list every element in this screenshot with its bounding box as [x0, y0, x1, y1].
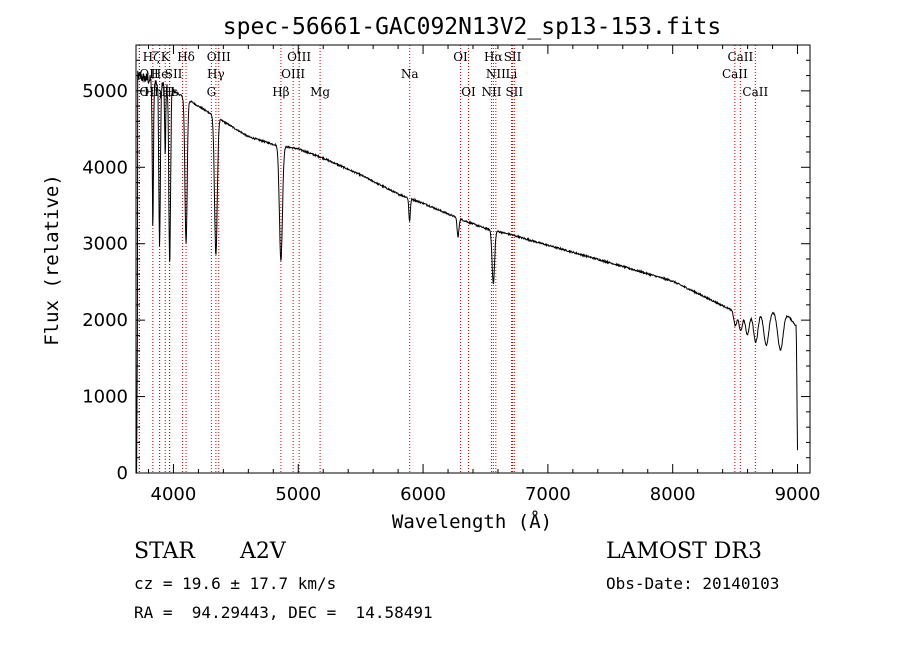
y-tick-label: 2000 [82, 310, 128, 331]
y-tick-label: 1000 [82, 387, 128, 408]
line-marker-label: NII [486, 67, 506, 81]
x-tick-label: 4000 [151, 484, 197, 505]
line-marker-label: G [207, 85, 217, 99]
line-marker-label: H [164, 85, 174, 99]
y-axis: 0 1000 2000 3000 4000 5000 [82, 59, 810, 484]
x-tick-label: 8000 [650, 484, 696, 505]
line-marker-label: OI [461, 85, 476, 99]
line-marker-label: Li [506, 67, 518, 81]
y-tick-label: 0 [117, 463, 128, 484]
line-marker-label: CaII [727, 50, 753, 64]
x-axis-label: Wavelength (Å) [392, 510, 552, 533]
x-axis: 4000 5000 6000 7000 8000 9000 [147, 45, 821, 505]
x-tick-label: 6000 [400, 484, 446, 505]
y-axis-label: Flux (relative) [41, 174, 63, 346]
line-marker-label: CaII [742, 85, 768, 99]
spectrum-layer [136, 70, 798, 474]
object-class: STAR [134, 539, 195, 564]
line-marker-label: OIII [287, 50, 311, 64]
line-marker-label: Hδ [177, 50, 195, 64]
spectrum-line [136, 70, 798, 474]
line-marker-label: Hζ [143, 50, 160, 64]
y-tick-label: 3000 [82, 234, 128, 255]
line-marker-label: SII [165, 67, 183, 81]
redshift-cz: cz = 19.6 ± 17.7 km/s [134, 574, 337, 593]
chart-title: spec-56661-GAC092N13V2_sp13-153.fits [223, 14, 722, 40]
line-marker-label: OIII [207, 50, 231, 64]
line-marker-label: Hα [484, 50, 503, 64]
line-marker-label: Hη [144, 85, 162, 99]
survey-name: LAMOST DR3 [606, 539, 762, 564]
line-marker-lines [138, 45, 756, 473]
line-marker-label: OI [453, 50, 468, 64]
y-tick-label: 4000 [82, 157, 128, 178]
line-marker-label: Hβ [272, 85, 289, 99]
line-marker-label: Na [401, 67, 419, 81]
spectrum-chart: spec-56661-GAC092N13V2_sp13-153.fits Hζ K… [41, 14, 821, 533]
y-tick-label: 5000 [82, 81, 128, 102]
observation-date: Obs-Date: 20140103 [606, 574, 780, 593]
line-marker-label: CaII [722, 67, 748, 81]
line-marker-label: Hε [161, 85, 178, 99]
line-marker-label: Hγ [207, 67, 225, 81]
line-marker-label: OIII [281, 67, 305, 81]
object-subclass: A2V [240, 539, 286, 564]
x-tick-label: 7000 [525, 484, 571, 505]
x-tick-label: 9000 [775, 484, 821, 505]
x-tick-label: 5000 [275, 484, 321, 505]
coordinates: RA = 94.29443, DEC = 14.58491 [134, 603, 433, 622]
line-marker-label: K [161, 50, 171, 64]
line-marker-label: NII [481, 85, 501, 99]
line-marker-label: He [151, 67, 169, 81]
plot-frame [135, 44, 811, 474]
line-marker-label: Mg [310, 85, 330, 99]
line-marker-label: SII [504, 50, 522, 64]
line-marker-label: SII [505, 85, 523, 99]
